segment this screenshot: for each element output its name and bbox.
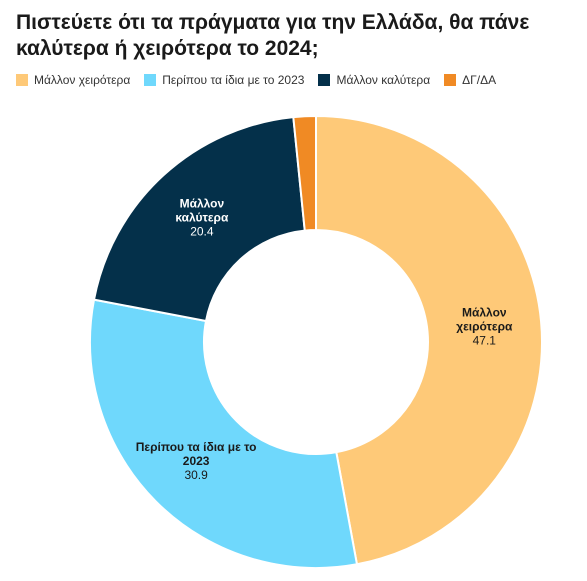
slice-worse[interactable] [315, 114, 543, 566]
legend-swatch-better [318, 74, 331, 86]
legend-swatch-dk-na [444, 74, 457, 86]
legend: Μάλλον χειρότερα Περίπου τα ίδια με το 2… [16, 72, 510, 88]
data-label-same: Περίπου τα ίδια με το 2023 30.9 [136, 440, 257, 482]
legend-label-same: Περίπου τα ίδια με το 2023 [162, 73, 305, 87]
data-label-better: Μάλλον καλύτερα 20.4 [175, 196, 229, 238]
legend-label-worse: Μάλλον χειρότερα [34, 73, 131, 87]
data-label-worse: Μάλλον χειρότερα 47.1 [456, 306, 513, 348]
slice-better[interactable] [92, 116, 306, 323]
legend-item-better[interactable]: Μάλλον καλύτερα [318, 73, 430, 87]
legend-item-worse[interactable]: Μάλλον χειρότερα [16, 73, 130, 87]
legend-swatch-same [144, 74, 157, 86]
legend-swatch-worse [16, 74, 28, 86]
slice-dk-na[interactable] [292, 114, 317, 232]
legend-item-dk-na[interactable]: ΔΓ/ΔΑ [444, 73, 496, 87]
legend-label-better: Μάλλον καλύτερα [336, 73, 431, 87]
legend-item-same[interactable]: Περίπου τα ίδια με το 2023 [144, 73, 304, 87]
legend-label-dk-na: ΔΓ/ΔΑ [462, 73, 497, 87]
chart-title: Πιστεύετε ότι τα πράγματα για την Ελλάδα… [16, 11, 530, 60]
slice-same[interactable] [89, 298, 359, 569]
